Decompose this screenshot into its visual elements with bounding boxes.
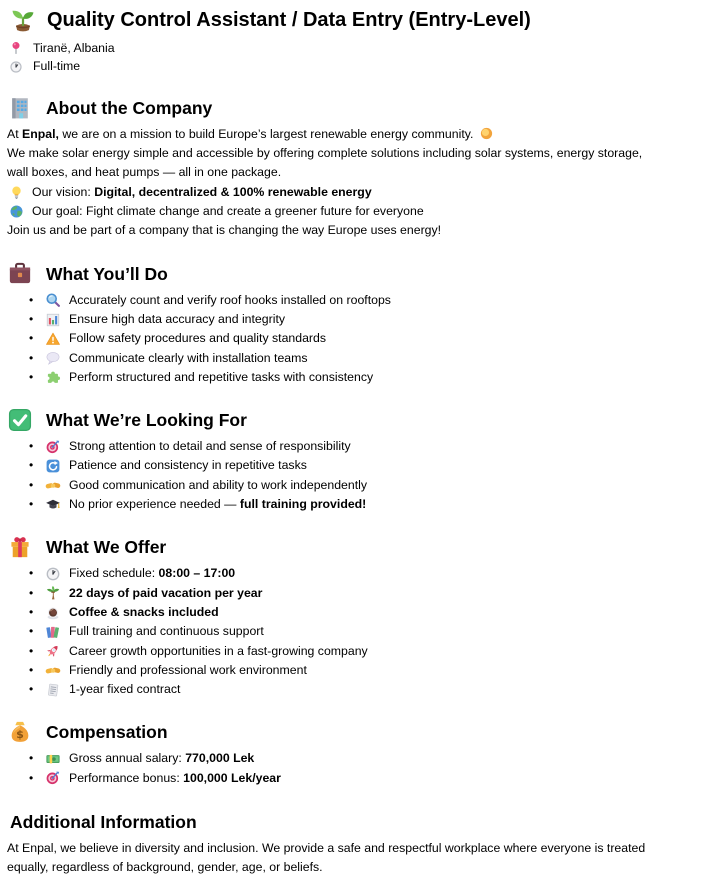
list-item: Patience and consistency in repetitive t… bbox=[7, 456, 714, 475]
section-what-we-offer: What We Offer Fixed schedule: 08:00 – 17… bbox=[7, 534, 714, 699]
sun-icon bbox=[479, 126, 494, 141]
target-icon bbox=[45, 770, 61, 786]
handshake-icon bbox=[45, 662, 61, 678]
what-we-offer-heading: What We Offer bbox=[7, 534, 714, 560]
list-item: Fixed schedule: 08:00 – 17:00 bbox=[7, 564, 714, 583]
list-item: Coffee & snacks included bbox=[7, 603, 714, 622]
bar-chart-icon bbox=[45, 312, 61, 328]
list-item: Career growth opportunities in a fast-gr… bbox=[7, 641, 714, 660]
list-item: 22 days of paid vacation per year bbox=[7, 584, 714, 603]
what-youll-do-list: Accurately count and verify roof hooks i… bbox=[7, 291, 714, 387]
section-additional-information: Additional Information At Enpal, we beli… bbox=[7, 809, 714, 877]
books-icon bbox=[45, 624, 61, 640]
money-bag-icon bbox=[7, 719, 33, 745]
looking-for-list: Strong attention to detail and sense of … bbox=[7, 437, 714, 514]
goal-line: Our goal: Fight climate change and creat… bbox=[7, 202, 714, 221]
graduation-cap-icon bbox=[45, 497, 61, 513]
briefcase-icon bbox=[7, 261, 33, 287]
warning-icon bbox=[45, 331, 61, 347]
contract-icon bbox=[45, 682, 61, 698]
magnifier-icon bbox=[45, 292, 61, 308]
list-item: Full training and continuous support bbox=[7, 622, 714, 641]
list-item: Follow safety procedures and quality sta… bbox=[7, 329, 714, 348]
about-heading: About the Company bbox=[7, 95, 714, 121]
location-text: Tiranë, Albania bbox=[33, 40, 115, 55]
about-mission-line: At Enpal, we are on a mission to build E… bbox=[7, 125, 714, 144]
clock-icon bbox=[9, 60, 23, 74]
section-about-company: About the Company At Enpal, we are on a … bbox=[7, 95, 714, 241]
check-mark-icon bbox=[7, 407, 33, 433]
additional-information-text: equally, regardless of background, gende… bbox=[7, 860, 323, 875]
compensation-list: Gross annual salary: 770,000 Lek Perform… bbox=[7, 749, 714, 788]
salary-value: 770,000 Lek bbox=[185, 751, 255, 766]
seedling-icon bbox=[9, 6, 37, 34]
list-item: No prior experience needed — full traini… bbox=[7, 495, 714, 514]
what-youll-do-heading: What You’ll Do bbox=[7, 261, 714, 287]
list-item: Communicate clearly with installation te… bbox=[7, 348, 714, 367]
about-paragraph-line: wall boxes, and heat pumps — all in one … bbox=[7, 165, 282, 180]
lightbulb-icon bbox=[9, 185, 24, 200]
compensation-heading: Compensation bbox=[7, 719, 714, 745]
palm-tree-icon bbox=[45, 585, 61, 601]
page-title-text: Quality Control Assistant / Data Entry (… bbox=[47, 9, 531, 31]
list-item: 1-year fixed contract bbox=[7, 680, 714, 699]
company-name: Enpal, bbox=[22, 127, 59, 141]
puzzle-icon bbox=[45, 369, 61, 385]
rocket-icon bbox=[45, 643, 61, 659]
page-title: Quality Control Assistant / Data Entry (… bbox=[7, 6, 714, 34]
list-item: Performance bonus: 100,000 Lek/year bbox=[7, 769, 714, 788]
vision-line: Our vision: Digital, decentralized & 100… bbox=[7, 183, 714, 202]
handshake-icon bbox=[45, 477, 61, 493]
list-item: Accurately count and verify roof hooks i… bbox=[7, 291, 714, 310]
looking-for-heading: What We’re Looking For bbox=[7, 407, 714, 433]
location-line: Tiranë, Albania bbox=[7, 39, 714, 58]
repeat-icon bbox=[45, 458, 61, 474]
clock-icon bbox=[45, 566, 61, 582]
target-icon bbox=[45, 439, 61, 455]
employment-type-line: Full-time bbox=[7, 58, 714, 77]
office-building-icon bbox=[7, 95, 33, 121]
speech-balloon-icon bbox=[45, 350, 61, 366]
globe-icon bbox=[9, 204, 24, 219]
gift-icon bbox=[7, 534, 33, 560]
list-item: Ensure high data accuracy and integrity bbox=[7, 310, 714, 329]
list-item: Gross annual salary: 770,000 Lek bbox=[7, 749, 714, 768]
list-item: Friendly and professional work environme… bbox=[7, 661, 714, 680]
list-item: Perform structured and repetitive tasks … bbox=[7, 368, 714, 387]
additional-information-heading: Additional Information bbox=[10, 811, 197, 832]
employment-type-text: Full-time bbox=[33, 59, 81, 74]
coffee-icon bbox=[45, 605, 61, 621]
section-compensation: Compensation Gross annual salary: 770,00… bbox=[7, 719, 714, 788]
section-looking-for: What We’re Looking For Strong attention … bbox=[7, 407, 714, 514]
job-header: Quality Control Assistant / Data Entry (… bbox=[7, 6, 714, 76]
section-what-youll-do: What You’ll Do Accurately count and veri… bbox=[7, 261, 714, 387]
additional-information-text: At Enpal, we believe in diversity and in… bbox=[7, 840, 646, 855]
about-closing-line: Join us and be part of a company that is… bbox=[7, 223, 442, 238]
list-item: Good communication and ability to work i… bbox=[7, 476, 714, 495]
bonus-value: 100,000 Lek/year bbox=[183, 770, 281, 785]
what-we-offer-list: Fixed schedule: 08:00 – 17:00 22 days of… bbox=[7, 564, 714, 699]
about-paragraph-line: We make solar energy simple and accessib… bbox=[7, 146, 643, 161]
pushpin-icon bbox=[9, 41, 23, 55]
banknote-icon bbox=[45, 751, 61, 767]
list-item: Strong attention to detail and sense of … bbox=[7, 437, 714, 456]
